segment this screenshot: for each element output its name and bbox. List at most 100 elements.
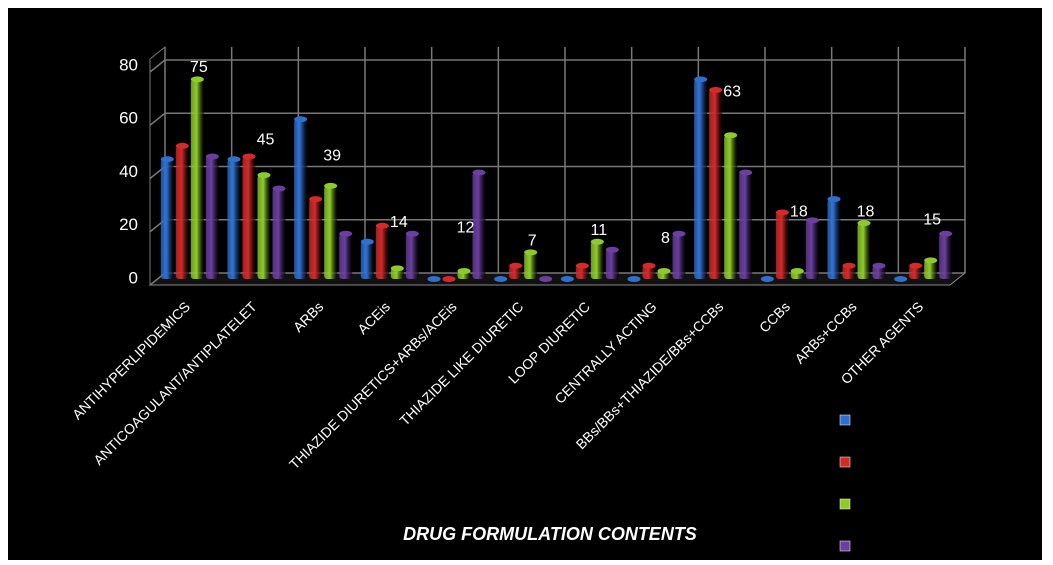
bar-top (360, 238, 374, 245)
bar-top (872, 262, 886, 269)
annotation: 12 (457, 219, 475, 236)
bar-top (175, 142, 189, 149)
bar (205, 156, 219, 279)
bar (309, 199, 323, 279)
bar (872, 265, 886, 279)
bar-top (509, 262, 523, 269)
grid-line (149, 112, 166, 126)
bar (242, 156, 256, 279)
bar-top (457, 268, 471, 275)
bar-top (805, 217, 819, 224)
bar (405, 233, 419, 279)
bar-top (375, 222, 389, 229)
annotation: 45 (257, 131, 275, 148)
bar (775, 212, 789, 279)
bar-top (694, 76, 708, 83)
bar (324, 185, 338, 279)
bar (509, 265, 523, 279)
bar (472, 172, 486, 279)
bar-top (575, 262, 589, 269)
bar-top (494, 276, 508, 282)
bar-top (294, 116, 308, 123)
bar (924, 260, 938, 279)
bar-top (790, 268, 804, 275)
bar-top (227, 156, 241, 163)
bar-top (205, 153, 219, 160)
bar-top (842, 262, 856, 269)
bar-top (605, 246, 619, 253)
bar-top (724, 132, 738, 139)
bar (590, 241, 604, 279)
grid-line (149, 59, 166, 73)
bar (842, 265, 856, 279)
bar-top (657, 268, 671, 275)
legend-marker (839, 456, 851, 468)
bar (524, 252, 538, 279)
bar (227, 159, 241, 279)
bar (360, 241, 374, 279)
bar (805, 220, 819, 279)
annotation: 11 (591, 222, 608, 239)
bar (390, 268, 404, 279)
bar-top (909, 262, 923, 269)
bar (160, 159, 174, 279)
annotation: 39 (323, 147, 341, 164)
bar (939, 233, 953, 279)
bar (857, 223, 871, 279)
legend-marker (839, 540, 851, 552)
bar-top (427, 276, 441, 282)
bar (190, 79, 204, 279)
bar-top (739, 169, 753, 176)
bar-top (560, 276, 574, 282)
bar (257, 175, 271, 279)
bar-top (672, 230, 686, 237)
annotation: 8 (661, 230, 670, 247)
bar (339, 233, 353, 279)
annotation: 75 (190, 59, 208, 76)
bar-top (339, 230, 353, 237)
bar (694, 79, 708, 279)
x-axis-title: DRUG FORMULATION CONTENTS (403, 524, 697, 544)
bar (709, 89, 723, 280)
annotation: 18 (857, 203, 875, 220)
bar (175, 145, 189, 279)
bar-top (894, 276, 908, 282)
bar-top (405, 230, 419, 237)
bar-top (272, 185, 286, 192)
bar-top (539, 276, 553, 282)
y-tick-label: 20 (119, 215, 138, 234)
annotation: 63 (723, 83, 741, 100)
legend-marker (839, 498, 851, 510)
annotation: 7 (528, 233, 537, 250)
bar-top (924, 257, 938, 264)
bar-top (939, 230, 953, 237)
y-tick-label: 60 (119, 109, 138, 128)
annotation: 18 (790, 203, 808, 220)
bar (575, 265, 589, 279)
bar (827, 199, 841, 279)
bar-top (442, 276, 456, 282)
y-tick-label: 0 (129, 268, 138, 287)
bar-top (857, 220, 871, 227)
bar (724, 135, 738, 279)
y-tick-label: 80 (119, 55, 138, 74)
annotation: 15 (923, 211, 941, 228)
bar-top (709, 86, 723, 93)
bar-top (257, 172, 271, 179)
bar-top (627, 276, 641, 282)
y-tick-label: 40 (119, 162, 138, 181)
bar (294, 119, 308, 279)
bar (909, 265, 923, 279)
bar-top (160, 156, 174, 163)
bar (605, 249, 619, 279)
bar-top (472, 169, 486, 176)
bar-top (309, 196, 323, 203)
bar-top (390, 265, 404, 272)
bar (672, 233, 686, 279)
bar (375, 225, 389, 279)
annotation: 14 (390, 214, 408, 231)
bar-top (642, 262, 656, 269)
bar-top (760, 276, 774, 282)
